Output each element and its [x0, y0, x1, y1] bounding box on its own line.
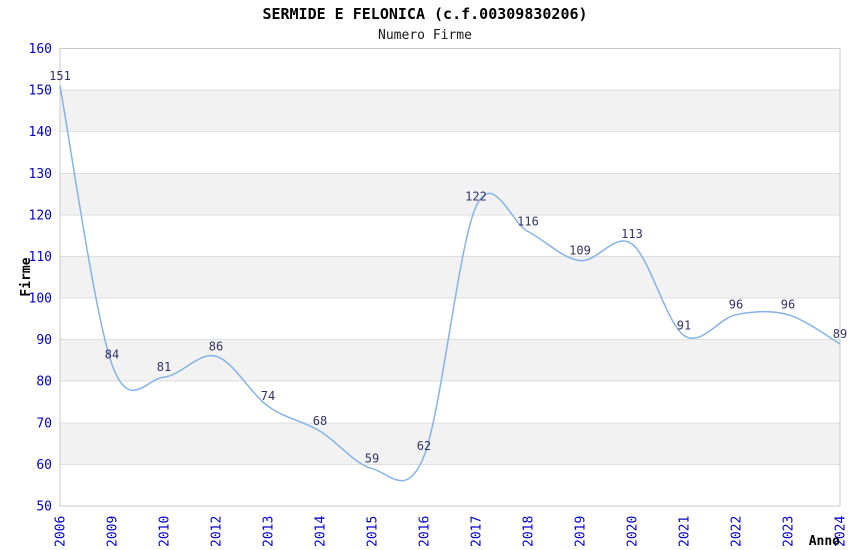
point-label: 62 [417, 439, 431, 453]
x-tick-label: 2023 [782, 516, 797, 547]
y-tick-label: 140 [29, 125, 52, 140]
alt-band [60, 256, 840, 299]
x-tick-label: 2006 [54, 516, 69, 547]
alt-band [60, 173, 840, 215]
y-axis-title: Firme [19, 257, 34, 296]
point-label: 151 [49, 69, 71, 83]
point-label: 74 [261, 389, 275, 403]
x-tick-label: 2021 [678, 516, 693, 547]
alt-band [60, 422, 840, 465]
chart-title: SERMIDE E FELONICA (c.f.00309830206) [262, 5, 588, 23]
y-tick-label: 50 [36, 500, 52, 515]
x-tick-label: 2017 [470, 516, 485, 547]
point-label: 81 [157, 360, 171, 374]
plot-border [59, 48, 841, 507]
chart-subtitle: Numero Firme [378, 28, 472, 43]
x-tick-label: 2019 [574, 516, 589, 547]
x-axis-title: Anno [809, 534, 840, 549]
point-label: 116 [517, 215, 539, 229]
x-tick-label: 2022 [730, 516, 745, 547]
x-tick-label: 2020 [626, 516, 641, 547]
point-label: 122 [465, 190, 487, 204]
x-tick-label: 2014 [314, 516, 329, 547]
y-tick-label: 100 [29, 292, 52, 307]
x-tick-label: 2013 [262, 516, 277, 547]
point-label: 89 [833, 327, 847, 341]
y-tick-label: 80 [36, 375, 52, 390]
alt-band [60, 90, 840, 132]
point-label: 96 [729, 298, 743, 312]
point-label: 84 [105, 348, 119, 362]
x-tick-label: 2024 [834, 516, 849, 547]
point-label: 59 [365, 452, 379, 466]
x-tick-label: 2018 [522, 516, 537, 547]
point-label: 86 [209, 339, 223, 353]
series-line [59, 85, 841, 482]
y-tick-label: 110 [29, 250, 52, 265]
y-tick-label: 130 [29, 167, 52, 182]
y-tick-label: 120 [29, 208, 52, 223]
alt-band [60, 339, 840, 382]
point-label: 96 [781, 298, 795, 312]
point-label: 113 [621, 227, 643, 241]
x-tick-label: 2010 [158, 516, 173, 547]
x-tick-label: 2009 [106, 516, 121, 547]
point-label: 91 [677, 318, 691, 332]
x-tick-label: 2016 [418, 516, 433, 547]
y-tick-label: 60 [36, 458, 52, 473]
y-tick-label: 150 [29, 84, 52, 99]
x-tick-label: 2015 [366, 516, 381, 547]
y-tick-label: 160 [29, 42, 52, 57]
y-tick-label: 90 [36, 333, 52, 348]
x-tick-label: 2012 [210, 516, 225, 547]
point-label: 109 [569, 244, 591, 258]
point-label: 68 [313, 414, 327, 428]
y-tick-label: 70 [36, 416, 52, 431]
